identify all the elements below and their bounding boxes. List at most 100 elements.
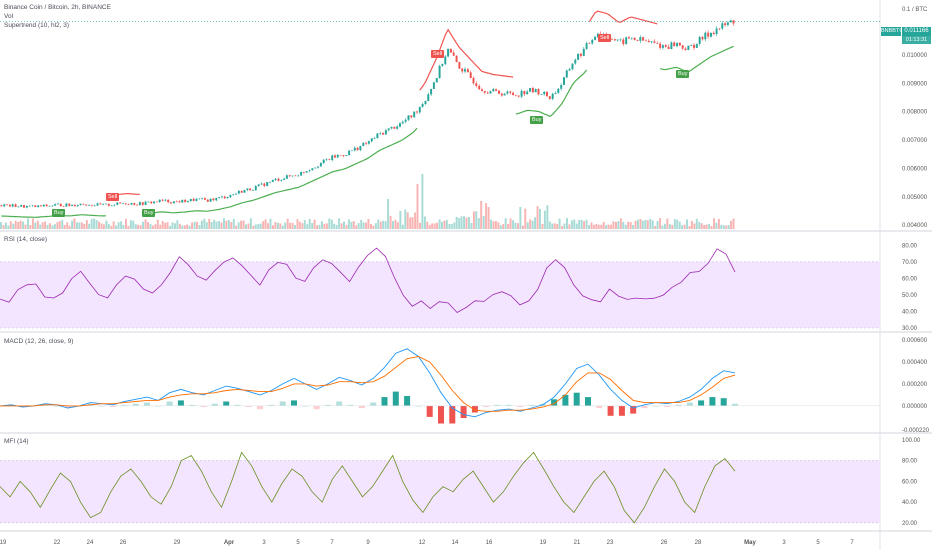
volume-bar <box>551 223 554 229</box>
macd-histogram-bar <box>324 404 331 406</box>
volume-bar <box>695 218 698 229</box>
volume-bar <box>717 219 720 229</box>
candle-body <box>285 175 288 179</box>
candle-body <box>551 93 554 99</box>
volume-bar <box>223 218 225 229</box>
candle-body <box>317 166 319 168</box>
candle-body <box>138 202 141 206</box>
volume-bar <box>480 201 483 229</box>
bar-countdown: 01:13:31 <box>902 36 931 44</box>
volume-bar <box>34 222 37 229</box>
candle-body <box>495 89 498 91</box>
candle-body <box>560 85 563 89</box>
volume-bar <box>455 216 458 229</box>
volume-bar <box>188 225 191 229</box>
candle-body <box>274 178 277 181</box>
volume-bar <box>198 225 201 229</box>
candle-body <box>568 69 571 71</box>
candle-body <box>441 64 444 66</box>
candle-body <box>421 104 424 107</box>
volume-bar <box>379 221 382 229</box>
candle-body <box>257 184 260 187</box>
candle-body <box>178 201 181 203</box>
candle-body <box>718 28 721 30</box>
candle-body <box>192 198 195 201</box>
volume-bar <box>323 223 326 229</box>
volume-bar <box>208 218 211 229</box>
volume-bar <box>41 222 44 229</box>
volume-bar <box>703 225 706 229</box>
mfi-tick-label: 100.00 <box>902 438 921 444</box>
macd-tick-label: -0.000220 <box>902 428 930 434</box>
volume-bar <box>49 223 51 229</box>
candle-body <box>729 20 732 23</box>
chart-title: Binance Coin / Bitcoin, 2h, BINANCE <box>4 4 111 11</box>
candle-body <box>438 65 441 79</box>
candle-body <box>401 121 404 124</box>
volume-bar <box>68 225 71 229</box>
macd-histogram-bar <box>110 405 117 407</box>
candle-body <box>54 204 57 206</box>
x-tick-label: 19 <box>0 540 7 546</box>
volume-bar <box>328 218 331 229</box>
candle-body <box>144 201 147 205</box>
candle-body <box>661 45 664 48</box>
candle-body <box>455 55 458 63</box>
volume-bar <box>592 224 595 229</box>
candle-body <box>212 198 215 201</box>
volume-bar <box>242 220 245 229</box>
candle-body <box>150 201 153 204</box>
volume-bar <box>125 218 127 229</box>
volume-bar <box>249 218 252 229</box>
volume-bar <box>203 218 206 229</box>
volume-bar <box>374 223 377 229</box>
symbol-label: BNBBTC <box>881 27 904 36</box>
candle-body <box>534 89 537 93</box>
candle-body <box>622 39 625 45</box>
volume-bar <box>482 215 485 229</box>
volume-bar <box>458 218 461 229</box>
volume-bar <box>686 219 688 229</box>
volume-bar <box>646 220 649 229</box>
candle-body <box>243 190 246 193</box>
volume-bar <box>245 224 247 229</box>
volume-bar <box>237 222 240 229</box>
macd-histogram-bar <box>596 405 603 409</box>
candle-body <box>548 96 551 99</box>
macd-histogram-bar <box>517 405 524 407</box>
candle-body <box>356 147 359 151</box>
candle-body <box>452 52 455 56</box>
volume-bar <box>654 226 657 229</box>
volume-bar <box>705 224 708 229</box>
candle-body <box>639 37 642 41</box>
candle-body <box>288 175 291 177</box>
volume-bar <box>492 221 495 229</box>
volume-bar <box>411 217 414 229</box>
volume-bar <box>76 222 78 229</box>
last-price-badge: BNBBTC 0.011166 01:13:31 <box>881 25 931 44</box>
macd-histogram-bar <box>279 401 286 406</box>
volume-bar <box>570 220 573 229</box>
volume-bar <box>543 210 546 229</box>
x-tick-label: 26 <box>661 540 668 546</box>
volume-bar <box>377 219 380 229</box>
candle-body <box>628 37 630 39</box>
volume-bar <box>612 221 615 229</box>
volume-bar <box>7 225 10 229</box>
volume-bar <box>468 217 470 229</box>
candle-body <box>540 94 543 95</box>
volume-bar <box>548 221 551 229</box>
candle-body <box>565 70 568 78</box>
candle-body <box>161 199 164 201</box>
candle-body <box>220 196 223 198</box>
candle-body <box>342 155 345 156</box>
volume-bar <box>306 224 309 229</box>
volume-bar <box>196 221 198 229</box>
candle-body <box>557 88 560 93</box>
volume-bar <box>490 219 492 229</box>
macd-histogram-bar <box>64 405 71 409</box>
volume-bar <box>301 223 304 229</box>
candle-body <box>45 204 48 207</box>
volume-bar <box>531 220 534 229</box>
